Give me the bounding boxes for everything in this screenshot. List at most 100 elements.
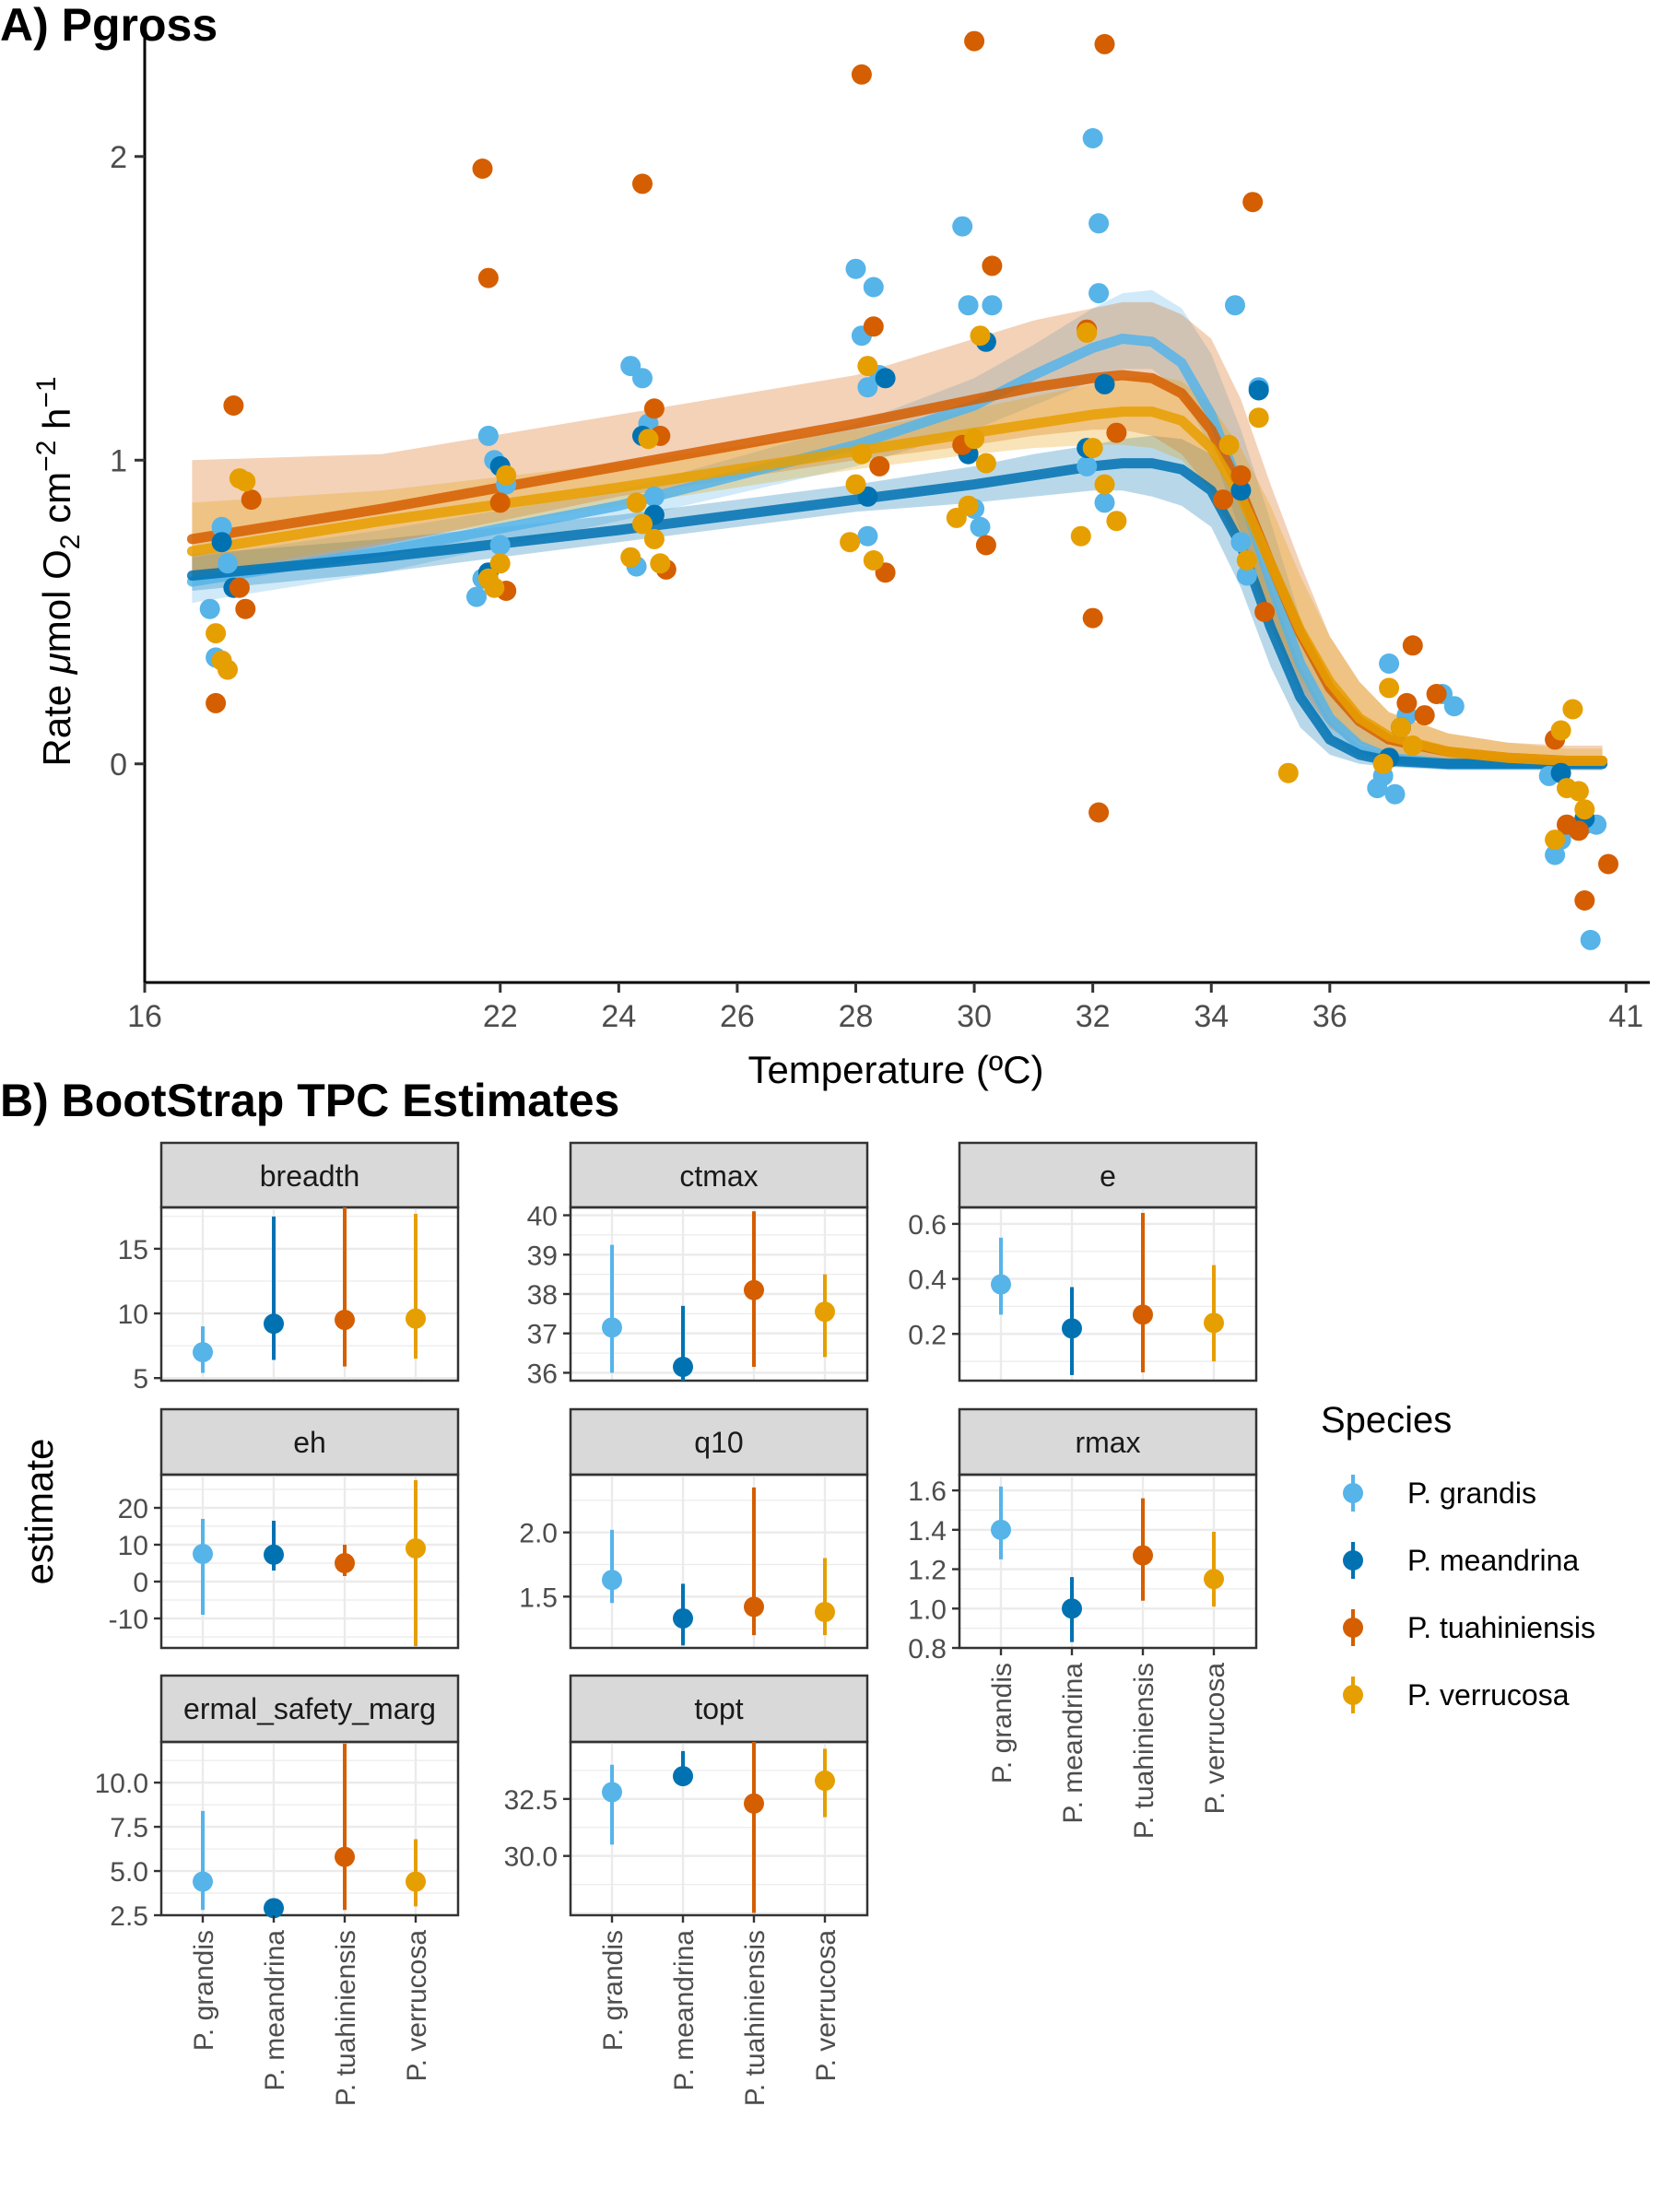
- x-tick-label: P. grandis: [189, 1930, 219, 2051]
- facet-strip-label: ermal_safety_marg: [183, 1692, 436, 1725]
- data-point: [206, 623, 227, 644]
- x-tick-label: 26: [720, 999, 755, 1034]
- data-point: [875, 368, 896, 389]
- data-point: [632, 513, 653, 535]
- data-point: [632, 368, 653, 389]
- data-point: [1254, 602, 1276, 622]
- data-point: [1391, 717, 1411, 738]
- fit-lines: [186, 334, 1608, 770]
- estimate-point: [1062, 1598, 1082, 1619]
- data-point: [1230, 480, 1252, 501]
- estimate-point: [1204, 1312, 1224, 1334]
- facet-panel-border: [958, 1206, 1258, 1382]
- estimate-point: [1204, 1569, 1224, 1590]
- y-label-part: mol O: [35, 549, 78, 653]
- data-point: [1443, 696, 1465, 717]
- data-point: [1213, 489, 1234, 511]
- estimate-point: [406, 1308, 426, 1329]
- facet-strip-label: q10: [694, 1426, 743, 1459]
- data-point: [489, 492, 511, 513]
- estimate-point: [335, 1310, 355, 1331]
- estimate-point: [991, 1519, 1011, 1540]
- data-point: [1580, 929, 1601, 950]
- data-point: [1094, 33, 1115, 54]
- data-point: [1106, 511, 1127, 532]
- facet-panel-border: [159, 1740, 460, 1917]
- estimate-point: [193, 1342, 213, 1363]
- data-point: [857, 356, 878, 377]
- estimate-point: [602, 1782, 622, 1803]
- panel-b-y-label: estimate: [18, 1439, 61, 1585]
- y-tick-label: 7.5: [110, 1813, 148, 1843]
- data-point: [643, 528, 665, 549]
- data-point: [643, 398, 665, 419]
- data-point: [632, 173, 653, 194]
- y-label-part: h: [35, 408, 78, 441]
- data-point: [1094, 373, 1115, 394]
- data-point: [851, 64, 872, 85]
- x-tick-label: 28: [839, 999, 874, 1034]
- data-point: [1082, 607, 1103, 629]
- facet-e: e 0.2 0.4 0.6: [908, 1141, 1258, 1382]
- estimate-point: [335, 1553, 355, 1573]
- panel-a-title: A) Pgross: [0, 0, 218, 51]
- panel-b: B) BootStrap TPC Estimates estimate brea…: [0, 1075, 1258, 2106]
- data-point: [1384, 783, 1406, 805]
- x-axis-label: Temperature (ºC): [747, 1048, 1043, 1091]
- data-point: [1236, 565, 1257, 586]
- x-tick-label: P. tuahiniensis: [331, 1930, 361, 2106]
- data-point: [1218, 434, 1240, 455]
- data-point: [496, 465, 517, 486]
- data-point: [958, 495, 979, 516]
- panel-a: A) Pgross 16 22 24 26 28 30 32 34 36 41 0 1 2 Tempe…: [0, 0, 1650, 1091]
- legend-title: Species: [1321, 1400, 1452, 1441]
- fit-ribbon: [192, 301, 1603, 771]
- facet-thermal-safety-margin: ermal_safety_marg 2.5 5.0 7.5 10.0 P. grandis…: [95, 1674, 460, 2106]
- data-point: [1088, 283, 1110, 304]
- data-point: [1414, 705, 1435, 726]
- y-tick-label: 2: [110, 140, 127, 175]
- y-tick-label: 2.0: [519, 1519, 558, 1549]
- y-tick-label: 5: [133, 1364, 148, 1394]
- estimate-point: [744, 1596, 764, 1618]
- data-point: [650, 553, 671, 574]
- data-point: [964, 30, 985, 52]
- data-point: [489, 535, 511, 556]
- data-point: [1236, 550, 1257, 571]
- estimate-point: [815, 1771, 835, 1792]
- estimate-point: [991, 1274, 1011, 1295]
- data-point: [1248, 407, 1269, 429]
- estimate-point: [744, 1793, 764, 1814]
- data-point: [1230, 532, 1252, 553]
- data-point: [863, 316, 884, 337]
- y-tick-label: 1.6: [908, 1477, 947, 1507]
- estimate-point: [264, 1544, 284, 1565]
- y-tick-label: 38: [527, 1280, 558, 1311]
- x-tick-label: P. meandrina: [669, 1930, 700, 2091]
- estimate-point: [744, 1279, 764, 1300]
- x-tick-label: 36: [1312, 999, 1347, 1034]
- y-tick-label: 1.4: [908, 1516, 947, 1547]
- data-point: [1230, 465, 1252, 486]
- data-point: [863, 276, 884, 298]
- x-tick-label: P. meandrina: [1058, 1663, 1088, 1824]
- x-tick-label: 30: [957, 999, 992, 1034]
- x-tick-label: 34: [1194, 999, 1229, 1034]
- facet-panels: breadth 5 10 15 ctmax 36 37 38 39 40 e 0.2 0.4 0.6 eh -…: [95, 1141, 1258, 2106]
- estimate-point: [264, 1898, 284, 1919]
- y-tick-label: 0: [133, 1568, 148, 1598]
- data-point: [975, 453, 996, 474]
- data-point: [1372, 753, 1394, 774]
- facet-panel-border: [569, 1473, 869, 1650]
- facet-panel-border: [958, 1473, 1258, 1650]
- x-tick-label: P. grandis: [987, 1663, 1018, 1783]
- data-point: [1402, 735, 1423, 756]
- data-point: [869, 455, 890, 477]
- facet-strip: [159, 1141, 460, 1209]
- facet-strip-label: eh: [293, 1426, 326, 1459]
- estimate-point: [1062, 1318, 1082, 1339]
- fit-ribbon: [192, 435, 1603, 771]
- estimate-point: [264, 1313, 284, 1335]
- y-tick-label: 1.0: [908, 1594, 947, 1625]
